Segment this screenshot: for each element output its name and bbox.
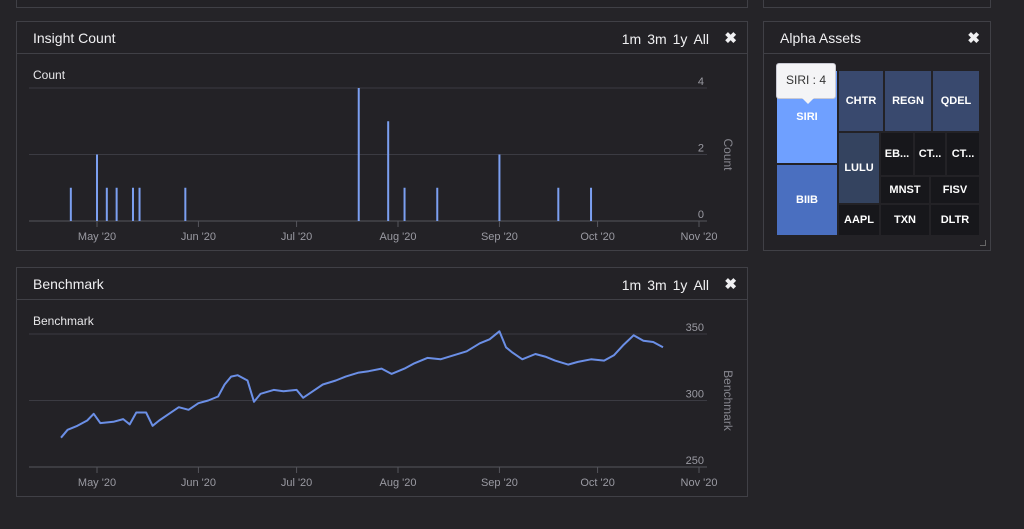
alpha-assets-panel: Alpha Assets ✖ SIRI BIIB CHTR REGN QDEL LULU E… bbox=[763, 21, 991, 251]
insight-x-tick-label: Oct '20 bbox=[580, 231, 615, 243]
resize-handle-icon[interactable] bbox=[980, 240, 986, 246]
treemap-cell-regn[interactable]: REGN bbox=[884, 70, 932, 132]
insight-range-all-button[interactable]: All bbox=[693, 31, 709, 47]
insight-range-buttons: 1m 3m 1y All bbox=[622, 31, 709, 47]
insight-bar bbox=[403, 187, 406, 221]
benchmark-y-tick-label: 350 bbox=[686, 322, 704, 334]
alpha-close-icon[interactable]: ✖ bbox=[967, 30, 980, 47]
benchmark-header: Benchmark 1m 3m 1y All ✖ bbox=[17, 268, 747, 300]
insight-x-tick-label: May '20 bbox=[78, 231, 116, 243]
insight-range-1y-button[interactable]: 1y bbox=[672, 31, 688, 47]
treemap-cell-biib[interactable]: BIIB bbox=[776, 164, 838, 236]
insight-bar bbox=[138, 187, 141, 221]
benchmark-close-icon[interactable]: ✖ bbox=[724, 276, 737, 293]
benchmark-y-tick-label: 250 bbox=[686, 455, 704, 467]
treemap-tooltip: SIRI : 4 bbox=[776, 63, 836, 104]
insight-y-tick-label: 2 bbox=[698, 143, 704, 155]
insight-bar bbox=[498, 154, 501, 221]
insight-bar bbox=[184, 187, 187, 221]
top-right-panel-partial bbox=[763, 0, 991, 8]
treemap-cell-fisv[interactable]: FISV bbox=[930, 176, 980, 204]
treemap-cell-ct[interactable]: CT... bbox=[946, 132, 980, 176]
insight-chart-title: Count bbox=[33, 68, 66, 82]
insight-count-panel: Insight Count 1m 3m 1y All ✖ Count 0 2 4 Ma… bbox=[16, 21, 748, 251]
insight-bar bbox=[131, 187, 134, 221]
benchmark-chart-title: Benchmark bbox=[33, 314, 94, 328]
insight-x-tick-label: Nov '20 bbox=[681, 231, 718, 243]
benchmark-y-tick-label: 300 bbox=[686, 389, 704, 401]
insight-bar bbox=[387, 121, 390, 221]
benchmark-range-3m-button[interactable]: 3m bbox=[647, 277, 667, 293]
insight-bar bbox=[69, 187, 72, 221]
benchmark-y-axis-label: Benchmark bbox=[721, 370, 735, 432]
insight-bar bbox=[105, 187, 108, 221]
alpha-assets-title: Alpha Assets bbox=[780, 30, 861, 46]
insight-count-chart: 0 2 4 May '20 Jun '20 Jul '20 Aug '20 Sep '20 Oc… bbox=[29, 76, 735, 243]
insight-bar bbox=[115, 187, 118, 221]
insight-y-tick-label: 4 bbox=[698, 76, 704, 88]
benchmark-range-all-button[interactable]: All bbox=[693, 277, 709, 293]
benchmark-x-tick-label: May '20 bbox=[78, 477, 116, 489]
alpha-assets-header: Alpha Assets ✖ bbox=[764, 22, 990, 54]
insight-range-1m-button[interactable]: 1m bbox=[621, 31, 642, 47]
insight-range-3m-button[interactable]: 3m bbox=[647, 31, 667, 47]
benchmark-panel: Benchmark 1m 3m 1y All ✖ Benchmark 250 30… bbox=[16, 267, 748, 497]
insight-x-tick-label: Sep '20 bbox=[481, 231, 518, 243]
treemap-cell-ct[interactable]: CT... bbox=[914, 132, 946, 176]
benchmark-title: Benchmark bbox=[33, 276, 104, 292]
insight-x-tick-label: Jun '20 bbox=[181, 231, 216, 243]
benchmark-x-tick-label: Jun '20 bbox=[181, 477, 216, 489]
insight-bar bbox=[590, 187, 593, 221]
insight-y-axis-label: Count bbox=[721, 138, 735, 171]
treemap-cell-qdel[interactable]: QDEL bbox=[932, 70, 980, 132]
insight-bar bbox=[557, 187, 560, 221]
benchmark-series-line bbox=[60, 330, 664, 439]
benchmark-chart: 250 300 350 May '20 Jun '20 Jul '20 Aug '20 Sep… bbox=[29, 322, 735, 489]
treemap-cell-eb[interactable]: EB... bbox=[880, 132, 914, 176]
benchmark-x-tick-label: Jul '20 bbox=[281, 477, 312, 489]
treemap-cell-aapl[interactable]: AAPL bbox=[838, 204, 880, 236]
benchmark-range-1m-button[interactable]: 1m bbox=[621, 277, 642, 293]
treemap-cell-chtr[interactable]: CHTR bbox=[838, 70, 884, 132]
insight-count-header: Insight Count 1m 3m 1y All ✖ bbox=[17, 22, 747, 54]
insight-count-title: Insight Count bbox=[33, 30, 116, 46]
benchmark-x-tick-label: Nov '20 bbox=[681, 477, 718, 489]
benchmark-x-tick-label: Aug '20 bbox=[380, 477, 417, 489]
treemap-cell-txn[interactable]: TXN bbox=[880, 204, 930, 236]
treemap-cell-lulu[interactable]: LULU bbox=[838, 132, 880, 204]
benchmark-range-buttons: 1m 3m 1y All bbox=[622, 277, 709, 293]
treemap-cell-dltr[interactable]: DLTR bbox=[930, 204, 980, 236]
treemap-cell-mnst[interactable]: MNST bbox=[880, 176, 930, 204]
benchmark-x-tick-label: Oct '20 bbox=[580, 477, 615, 489]
insight-close-icon[interactable]: ✖ bbox=[724, 30, 737, 47]
benchmark-range-1y-button[interactable]: 1y bbox=[672, 277, 688, 293]
benchmark-x-tick-label: Sep '20 bbox=[481, 477, 518, 489]
insight-bar bbox=[436, 187, 439, 221]
insight-y-tick-label: 0 bbox=[698, 209, 704, 221]
top-panel-partial bbox=[16, 0, 748, 8]
insight-bar bbox=[96, 154, 98, 221]
insight-x-tick-label: Jul '20 bbox=[281, 231, 312, 243]
insight-x-tick-label: Aug '20 bbox=[380, 231, 417, 243]
insight-bar bbox=[357, 88, 360, 221]
treemap-tooltip-text: SIRI : 4 bbox=[785, 72, 826, 87]
